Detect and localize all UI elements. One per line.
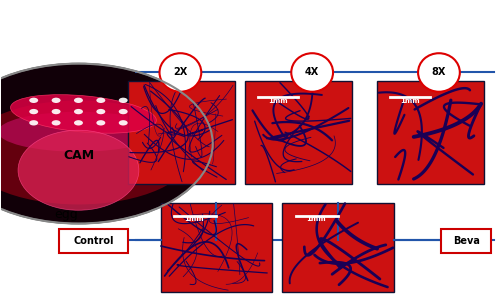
Text: 1mm: 1mm [268,98,287,104]
Text: Control: Control [73,236,114,246]
Text: CAM: CAM [63,149,94,162]
Circle shape [96,98,106,103]
FancyBboxPatch shape [442,229,491,253]
Text: NIR: NIR [54,48,78,61]
Circle shape [74,120,83,126]
Text: 1mm: 1mm [184,216,204,222]
Text: 8X: 8X [432,68,446,77]
Circle shape [118,120,128,126]
Text: 1mm: 1mm [400,98,419,104]
Circle shape [0,64,212,224]
Circle shape [52,109,60,114]
Circle shape [74,98,83,103]
Ellipse shape [18,130,139,210]
Ellipse shape [418,53,460,92]
Text: 4X: 4X [305,68,320,77]
Circle shape [118,109,128,114]
Ellipse shape [0,112,159,152]
Circle shape [52,98,60,103]
Circle shape [29,98,38,103]
Text: 2X: 2X [174,68,188,77]
Circle shape [96,120,106,126]
Circle shape [29,109,38,114]
FancyBboxPatch shape [58,229,128,253]
Text: egg: egg [54,208,78,221]
Bar [377,81,484,184]
Text: Beva: Beva [453,236,479,246]
Bar [160,203,272,292]
Circle shape [96,109,106,114]
Ellipse shape [292,53,333,92]
Circle shape [52,120,60,126]
Bar [282,203,394,292]
Ellipse shape [0,100,192,205]
Bar [245,81,352,184]
Ellipse shape [10,95,156,133]
Circle shape [74,109,83,114]
Circle shape [118,98,128,103]
Bar [128,81,235,184]
Ellipse shape [160,53,202,92]
Text: 1mm: 1mm [306,216,326,222]
Circle shape [29,120,38,126]
